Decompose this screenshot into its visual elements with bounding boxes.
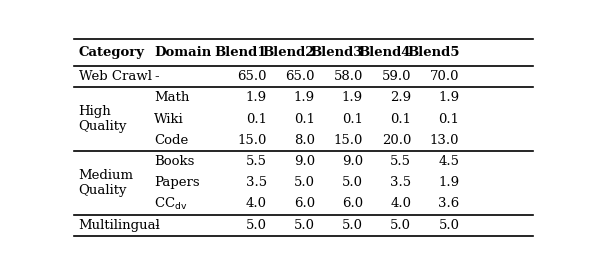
Text: 2.9: 2.9 [390,91,411,104]
Text: Multilingual: Multilingual [79,219,160,232]
Text: Wiki: Wiki [155,113,184,126]
Text: 8.0: 8.0 [294,134,315,147]
Text: Blend5: Blend5 [407,46,459,59]
Text: Web Crawl: Web Crawl [79,70,152,83]
Text: 9.0: 9.0 [342,155,363,168]
Text: 5.0: 5.0 [390,219,411,232]
Text: 1.9: 1.9 [438,176,459,189]
Text: 6.0: 6.0 [342,197,363,211]
Text: 3.5: 3.5 [246,176,267,189]
Text: CC$_\mathrm{dv}$: CC$_\mathrm{dv}$ [155,196,188,212]
Text: 58.0: 58.0 [334,70,363,83]
Text: Code: Code [155,134,188,147]
Text: High
Quality: High Quality [79,105,127,133]
Text: 9.0: 9.0 [294,155,315,168]
Text: 1.9: 1.9 [246,91,267,104]
Text: 13.0: 13.0 [430,134,459,147]
Text: 1.9: 1.9 [342,91,363,104]
Text: 0.1: 0.1 [246,113,267,126]
Text: 3.5: 3.5 [390,176,411,189]
Text: 4.0: 4.0 [390,197,411,211]
Text: 0.1: 0.1 [390,113,411,126]
Text: 5.5: 5.5 [390,155,411,168]
Text: Books: Books [155,155,195,168]
Text: 5.0: 5.0 [294,176,315,189]
Text: Blend4: Blend4 [359,46,411,59]
Text: 5.0: 5.0 [246,219,267,232]
Text: Math: Math [155,91,189,104]
Text: 15.0: 15.0 [334,134,363,147]
Text: Category: Category [79,46,144,59]
Text: 59.0: 59.0 [382,70,411,83]
Text: 6.0: 6.0 [294,197,315,211]
Text: Papers: Papers [155,176,200,189]
Text: 70.0: 70.0 [430,70,459,83]
Text: 5.0: 5.0 [294,219,315,232]
Text: 5.5: 5.5 [246,155,267,168]
Text: 20.0: 20.0 [382,134,411,147]
Text: 0.1: 0.1 [439,113,459,126]
Text: 1.9: 1.9 [294,91,315,104]
Text: 4.5: 4.5 [439,155,459,168]
Text: 65.0: 65.0 [285,70,315,83]
Text: 0.1: 0.1 [294,113,315,126]
Text: Blend3: Blend3 [311,46,363,59]
Text: 3.6: 3.6 [438,197,459,211]
Text: 4.0: 4.0 [246,197,267,211]
Text: Blend2: Blend2 [262,46,315,59]
Text: 0.1: 0.1 [342,113,363,126]
Text: 15.0: 15.0 [237,134,267,147]
Text: 65.0: 65.0 [237,70,267,83]
Text: 5.0: 5.0 [342,219,363,232]
Text: Medium
Quality: Medium Quality [79,169,134,197]
Text: -: - [155,70,159,83]
Text: Blend1: Blend1 [214,46,267,59]
Text: 5.0: 5.0 [439,219,459,232]
Text: 1.9: 1.9 [438,91,459,104]
Text: -: - [155,219,159,232]
Text: Domain: Domain [155,46,211,59]
Text: 5.0: 5.0 [342,176,363,189]
